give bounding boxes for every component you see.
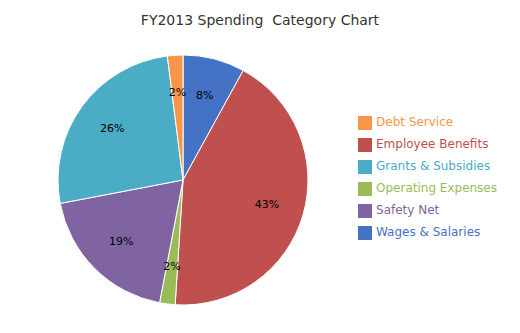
html-text:Grants & Subsidies: Grants & Subsidies [376,159,491,173]
html-text:Operating Expenses: Operating Expenses [376,181,497,195]
svg-text:2%: 2% [163,260,180,273]
svg-text:2%: 2% [169,86,186,99]
svg-text:26%: 26% [100,122,124,135]
html-text:Safety Net: Safety Net [376,203,440,217]
html-text:Wages & Salaries: Wages & Salaries [376,225,481,239]
svg-text:8%: 8% [196,89,213,102]
svg-text:19%: 19% [109,235,133,248]
svg-text:43%: 43% [255,198,279,211]
html-text:Debt Service: Debt Service [376,115,454,129]
html-text:Employee Benefits: Employee Benefits [376,137,489,151]
html-text:FY2013 Spending Category Chart: FY2013 Spending Category Chart [140,12,380,28]
